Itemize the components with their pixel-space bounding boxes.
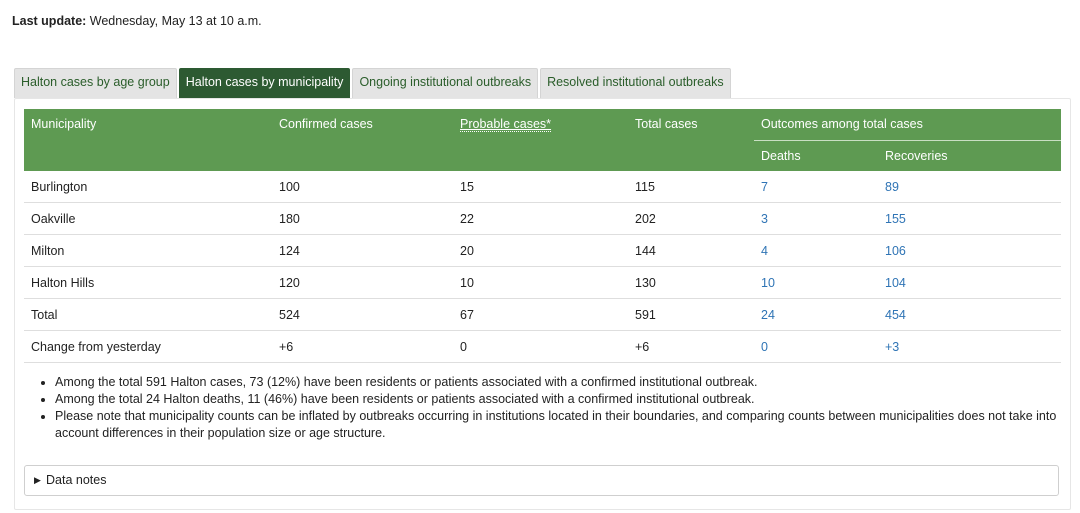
cell-total: 115 bbox=[628, 171, 754, 203]
cell-municipality: Halton Hills bbox=[24, 266, 272, 299]
header-confirmed-cases: Confirmed cases bbox=[272, 109, 453, 171]
cell-municipality: Milton bbox=[24, 234, 272, 267]
cell-total: 591 bbox=[628, 298, 754, 331]
data-notes-label: Data notes bbox=[46, 473, 107, 487]
cell-confirmed: 100 bbox=[272, 171, 453, 203]
header-recoveries: Recoveries bbox=[878, 140, 1061, 171]
cell-municipality: Change from yesterday bbox=[24, 330, 272, 363]
cell-probable: 67 bbox=[453, 298, 628, 331]
tab-age-group[interactable]: Halton cases by age group bbox=[14, 68, 177, 98]
notes-list: Among the total 591 Halton cases, 73 (12… bbox=[37, 374, 1080, 442]
header-probable-cases: Probable cases* bbox=[453, 109, 628, 171]
cell-probable: 10 bbox=[453, 266, 628, 299]
cell-recoveries: 106 bbox=[878, 234, 1061, 267]
probable-cases-definition-link[interactable]: Probable cases* bbox=[460, 117, 552, 132]
cell-confirmed: 120 bbox=[272, 266, 453, 299]
cell-deaths: 0 bbox=[754, 330, 878, 363]
cell-confirmed: +6 bbox=[272, 330, 453, 363]
table-row: Halton Hills 120 10 130 10 104 bbox=[24, 266, 1061, 299]
cell-deaths: 10 bbox=[754, 266, 878, 299]
header-total-cases: Total cases bbox=[628, 109, 754, 171]
cell-recoveries: 104 bbox=[878, 266, 1061, 299]
cell-confirmed: 124 bbox=[272, 234, 453, 267]
tab-municipality[interactable]: Halton cases by municipality bbox=[178, 68, 351, 98]
tab-bar: Halton cases by age group Halton cases b… bbox=[14, 68, 731, 98]
table-row-change: Change from yesterday +6 0 +6 0 +3 bbox=[24, 330, 1061, 363]
last-update-label: Last update: bbox=[12, 14, 87, 28]
note-item: Among the total 591 Halton cases, 73 (12… bbox=[55, 374, 1080, 391]
cell-municipality: Total bbox=[24, 298, 272, 331]
cell-deaths: 7 bbox=[754, 171, 878, 203]
last-update: Last update: Wednesday, May 13 at 10 a.m… bbox=[12, 14, 262, 28]
cell-recoveries: 155 bbox=[878, 202, 1061, 235]
cell-total: +6 bbox=[628, 330, 754, 363]
tab-resolved-outbreaks[interactable]: Resolved institutional outbreaks bbox=[540, 68, 731, 98]
cell-recoveries: 454 bbox=[878, 298, 1061, 331]
header-municipality: Municipality bbox=[24, 109, 272, 171]
data-notes-toggle[interactable]: ▶ Data notes bbox=[24, 465, 1059, 496]
cell-confirmed: 524 bbox=[272, 298, 453, 331]
cell-probable: 0 bbox=[453, 330, 628, 363]
cell-municipality: Burlington bbox=[24, 171, 272, 203]
cell-recoveries: 89 bbox=[878, 171, 1061, 203]
municipality-cases-table: Municipality Confirmed cases Probable ca… bbox=[24, 109, 1061, 363]
cell-confirmed: 180 bbox=[272, 202, 453, 235]
cell-deaths: 24 bbox=[754, 298, 878, 331]
note-item: Please note that municipality counts can… bbox=[55, 408, 1080, 442]
cell-total: 130 bbox=[628, 266, 754, 299]
cell-deaths: 4 bbox=[754, 234, 878, 267]
triangle-right-icon: ▶ bbox=[34, 475, 41, 485]
cell-probable: 22 bbox=[453, 202, 628, 235]
table-row: Milton 124 20 144 4 106 bbox=[24, 234, 1061, 267]
header-outcomes: Outcomes among total cases bbox=[754, 109, 1061, 141]
cell-probable: 15 bbox=[453, 171, 628, 203]
last-update-value: Wednesday, May 13 at 10 a.m. bbox=[86, 14, 262, 28]
table-row: Oakville 180 22 202 3 155 bbox=[24, 202, 1061, 235]
cell-municipality: Oakville bbox=[24, 202, 272, 235]
note-item: Among the total 24 Halton deaths, 11 (46… bbox=[55, 391, 1080, 408]
cell-total: 202 bbox=[628, 202, 754, 235]
cell-probable: 20 bbox=[453, 234, 628, 267]
table-row-total: Total 524 67 591 24 454 bbox=[24, 298, 1061, 331]
tab-panel: Municipality Confirmed cases Probable ca… bbox=[14, 98, 1071, 510]
tab-ongoing-outbreaks[interactable]: Ongoing institutional outbreaks bbox=[352, 68, 539, 98]
cell-recoveries: +3 bbox=[878, 330, 1061, 363]
cell-deaths: 3 bbox=[754, 202, 878, 235]
header-deaths: Deaths bbox=[754, 140, 878, 171]
table-row: Burlington 100 15 115 7 89 bbox=[24, 171, 1061, 203]
cell-total: 144 bbox=[628, 234, 754, 267]
